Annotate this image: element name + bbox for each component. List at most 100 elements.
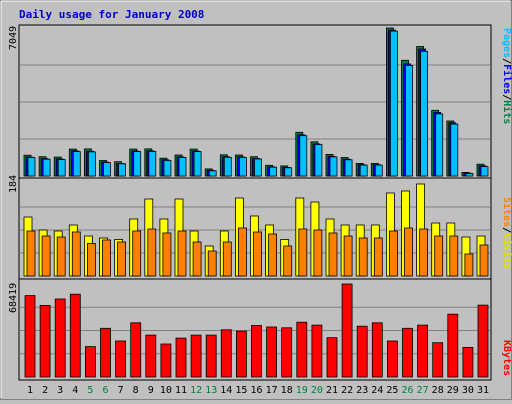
day-label-16: 16 bbox=[250, 385, 262, 396]
bar-sites-day-31 bbox=[479, 244, 489, 277]
bar-kbytes-day-8 bbox=[130, 322, 142, 378]
bar-sites-day-23 bbox=[358, 237, 368, 277]
bar-kbytes-day-14 bbox=[220, 329, 232, 378]
bar-pages-day-10 bbox=[163, 160, 172, 177]
bar-kbytes-day-24 bbox=[371, 322, 383, 378]
day-label-1: 1 bbox=[27, 385, 33, 396]
bar-kbytes-day-7 bbox=[115, 340, 126, 378]
bar-kbytes-day-20 bbox=[311, 324, 323, 378]
bar-marks bbox=[23, 27, 489, 378]
bar-pages-day-28 bbox=[435, 113, 444, 177]
day-label-19: 19 bbox=[296, 385, 308, 396]
day-label-3: 3 bbox=[57, 385, 63, 396]
bar-sites-day-11 bbox=[177, 230, 187, 277]
bar-kbytes-day-19 bbox=[296, 321, 308, 378]
bottom-panel-max-label: 68419 bbox=[8, 283, 19, 313]
bar-sites-day-18 bbox=[283, 245, 293, 277]
legend-sep-3: / bbox=[501, 227, 512, 233]
bar-sites-day-19 bbox=[298, 228, 308, 277]
day-label-11: 11 bbox=[175, 385, 187, 396]
bar-sites-day-26 bbox=[404, 227, 413, 277]
bar-pages-day-31 bbox=[480, 166, 489, 177]
bar-kbytes-day-17 bbox=[266, 326, 278, 378]
bar-pages-day-16 bbox=[254, 158, 262, 177]
bar-sites-day-30 bbox=[464, 253, 474, 277]
bar-sites-day-25 bbox=[388, 230, 398, 277]
bar-pages-day-20 bbox=[314, 144, 323, 177]
day-label-22: 22 bbox=[341, 385, 353, 396]
bar-sites-day-22 bbox=[343, 235, 353, 277]
bar-kbytes-day-21 bbox=[326, 337, 338, 378]
bar-pages-day-19 bbox=[299, 135, 308, 177]
day-label-14: 14 bbox=[220, 385, 232, 396]
bar-pages-day-14 bbox=[223, 156, 232, 177]
bar-kbytes-day-2 bbox=[39, 304, 51, 378]
bar-sites-day-16 bbox=[253, 231, 262, 277]
bar-pages-day-2 bbox=[42, 158, 51, 177]
bar-sites-day-4 bbox=[71, 231, 81, 277]
bar-sites-day-7 bbox=[117, 241, 126, 277]
day-label-28: 28 bbox=[432, 385, 444, 396]
legend-hits: Hits bbox=[501, 100, 512, 124]
bar-sites-day-8 bbox=[132, 230, 142, 277]
middle-panel-max-label: 184 bbox=[8, 175, 19, 193]
bar-pages-day-17 bbox=[269, 166, 278, 177]
bar-pages-day-22 bbox=[344, 159, 353, 177]
bar-kbytes-day-29 bbox=[447, 313, 459, 378]
bar-kbytes-day-28 bbox=[432, 342, 444, 378]
bar-sites-day-6 bbox=[102, 239, 111, 277]
bar-pages-day-5 bbox=[88, 151, 96, 177]
legend-kbytes: KBytes bbox=[501, 340, 512, 376]
bar-kbytes-day-6 bbox=[100, 327, 111, 378]
bar-kbytes-day-10 bbox=[160, 343, 172, 378]
day-label-10: 10 bbox=[160, 385, 172, 396]
bar-pages-day-26 bbox=[405, 65, 413, 177]
bar-sites-day-24 bbox=[373, 237, 383, 277]
day-label-15: 15 bbox=[235, 385, 247, 396]
bar-kbytes-day-30 bbox=[462, 346, 474, 378]
bar-sites-day-10 bbox=[162, 232, 172, 277]
bar-pages-day-21 bbox=[329, 156, 338, 177]
bar-sites-day-15 bbox=[237, 227, 247, 277]
day-label-24: 24 bbox=[371, 385, 383, 396]
bar-kbytes-day-5 bbox=[85, 346, 96, 378]
bar-kbytes-day-12 bbox=[190, 334, 202, 378]
day-label-23: 23 bbox=[356, 385, 368, 396]
day-label-27: 27 bbox=[417, 385, 429, 396]
day-label-21: 21 bbox=[326, 385, 338, 396]
day-label-4: 4 bbox=[72, 385, 78, 396]
bar-kbytes-day-11 bbox=[175, 337, 187, 378]
bar-pages-day-1 bbox=[27, 157, 36, 177]
bar-pages-day-18 bbox=[284, 167, 293, 177]
day-label-30: 30 bbox=[462, 385, 474, 396]
bar-kbytes-day-13 bbox=[205, 334, 217, 378]
legend-sep-1: / bbox=[501, 58, 512, 64]
day-axis-labels: 1 2 3 4 5 6 7 8 9 10 11 12 13 14 15 16 17 18 19 20 21 22 23 24 2… bbox=[27, 385, 489, 396]
legend-pages: Pages bbox=[501, 28, 512, 58]
legend-sep-2: / bbox=[501, 94, 512, 100]
bar-sites-day-20 bbox=[313, 229, 323, 277]
bar-pages-day-15 bbox=[238, 157, 247, 177]
bar-kbytes-day-15 bbox=[235, 330, 247, 378]
bar-pages-day-29 bbox=[450, 123, 459, 177]
bar-kbytes-day-27 bbox=[417, 324, 429, 378]
bar-kbytes-day-26 bbox=[402, 327, 413, 378]
bar-pages-day-24 bbox=[374, 164, 383, 177]
day-label-31: 31 bbox=[477, 385, 489, 396]
bar-sites-day-28 bbox=[434, 235, 444, 277]
day-label-25: 25 bbox=[386, 385, 398, 396]
bar-pages-day-6 bbox=[103, 162, 111, 177]
bar-sites-day-29 bbox=[449, 235, 459, 277]
bar-sites-day-21 bbox=[328, 232, 338, 277]
bar-pages-day-4 bbox=[72, 151, 81, 177]
day-label-5: 5 bbox=[87, 385, 93, 396]
bar-sites-day-13 bbox=[207, 250, 217, 277]
middle-panel-legend: Sites/Visits bbox=[501, 197, 512, 269]
bar-kbytes-day-25 bbox=[386, 340, 398, 378]
day-label-20: 20 bbox=[311, 385, 323, 396]
bar-kbytes-day-18 bbox=[281, 327, 293, 378]
bar-pages-day-11 bbox=[178, 157, 187, 177]
bar-sites-day-12 bbox=[192, 241, 202, 277]
day-label-29: 29 bbox=[447, 385, 459, 396]
